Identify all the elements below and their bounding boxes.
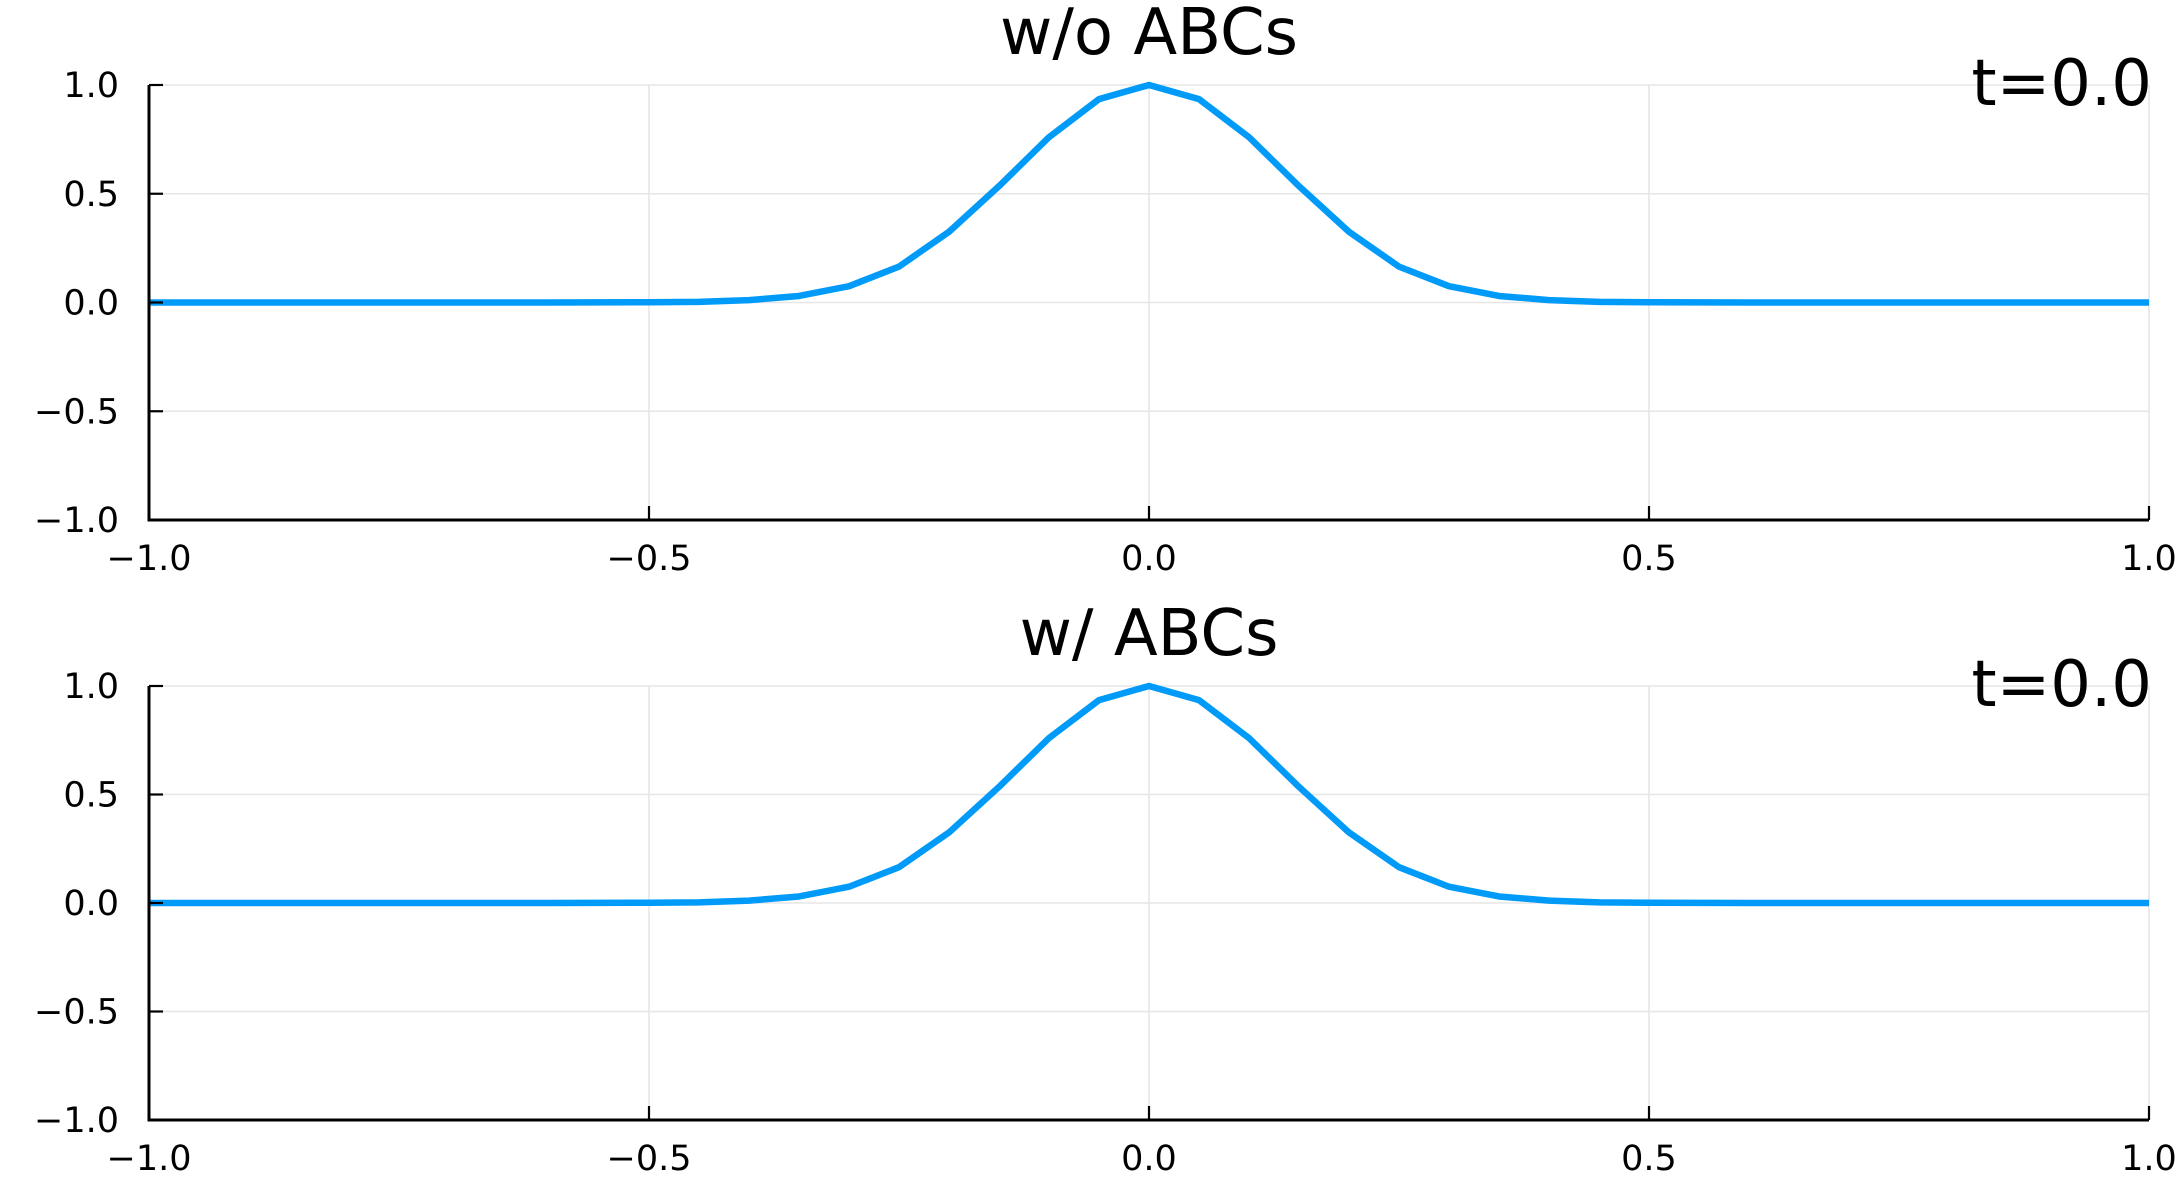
y-tick-label: 0.5: [63, 776, 119, 816]
time-annotation: t=0.0: [1972, 47, 2153, 121]
x-tick-label: −1.0: [107, 539, 192, 579]
series-line: [149, 81, 2149, 306]
y-tick-label: 0.0: [63, 884, 119, 924]
time-annotation: t=0.0: [1972, 648, 2153, 722]
y-tick-label: 1.0: [63, 66, 119, 106]
x-tick-label: −0.5: [607, 539, 692, 579]
y-tick-label: −0.5: [34, 392, 119, 432]
x-tick-label: −0.5: [607, 1139, 692, 1179]
x-tick-label: 1.0: [2121, 1139, 2177, 1179]
y-tick-label: 0.5: [63, 175, 119, 215]
x-tick-label: 0.5: [1621, 539, 1677, 579]
panel-1: −1.0 −0.5 0.0 0.5 1.0 1.0 0.5 0.0 −0.5 −1.0 w/o AB…: [34, 0, 2177, 579]
y-tick-label: −1.0: [34, 501, 119, 541]
panel-2: −1.0 −0.5 0.0 0.5 1.0 1.0 0.5 0.0 −0.5 −1.0 w/ ABC…: [34, 597, 2177, 1179]
chart-title: w/o ABCs: [1000, 0, 1298, 70]
x-tick-label: −1.0: [107, 1139, 192, 1179]
x-tick-label: 0.0: [1121, 1139, 1177, 1179]
x-tick-label: 0.5: [1621, 1139, 1677, 1179]
y-tick-label: −1.0: [34, 1101, 119, 1141]
x-tick-label: 0.0: [1121, 539, 1177, 579]
series-line: [149, 682, 2149, 907]
y-tick-label: 0.0: [63, 284, 119, 324]
y-tick-label: −0.5: [34, 993, 119, 1033]
chart-title: w/ ABCs: [1020, 597, 1279, 671]
y-tick-label: 1.0: [63, 667, 119, 707]
x-tick-label: 1.0: [2121, 539, 2177, 579]
